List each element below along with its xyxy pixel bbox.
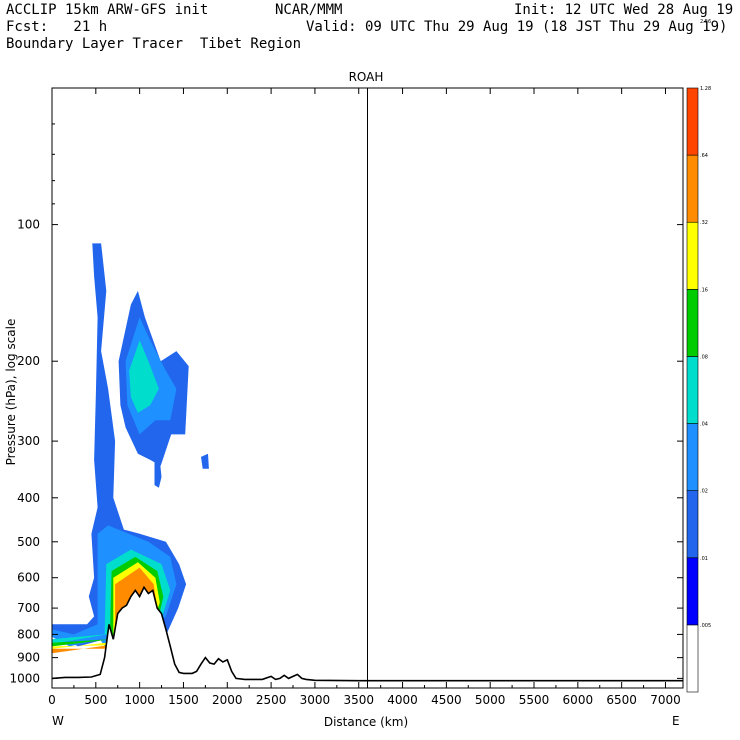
axes-layer: 0 500 1000 1500 2000 2500 3000 3500 4000 4500 5000…: [9, 87, 684, 707]
y-tick-label: 500: [17, 535, 40, 549]
y-tick-label: 1000: [9, 671, 40, 685]
chart-title: ROAH: [349, 70, 384, 84]
colorbar-label: .02: [700, 489, 708, 495]
init-label: Init: 12 UTC Wed 28 Aug 19: [514, 2, 734, 18]
colorbar-swatch: [686, 624, 699, 693]
x-tick-label: 1500: [168, 693, 199, 707]
y-tick-label: 600: [17, 571, 40, 585]
colorbar: .005.01.02.04.08.16.32.641.282.56Dimensi…: [686, 19, 711, 693]
colorbar-swatch: [686, 490, 699, 559]
x-tick-label: 7000: [650, 693, 681, 707]
y-tick-label: 400: [17, 491, 40, 505]
x-tick-label: 6000: [563, 693, 594, 707]
terrain-line: [51, 585, 683, 682]
y-tick-label: 300: [17, 434, 40, 448]
x-tick-label: 6500: [606, 693, 637, 707]
east-label: E: [672, 714, 680, 728]
x-tick-label: 0: [48, 693, 56, 707]
y-axis-label: Pressure (hPa), log scale: [4, 319, 18, 466]
x-tick-label: 1000: [124, 693, 155, 707]
colorbar-label: .08: [700, 354, 708, 360]
y-tick-label: 200: [17, 354, 40, 368]
y-tick-label: 800: [17, 627, 40, 641]
colorbar-label: .32: [700, 220, 708, 226]
x-axis-label: Distance (km): [324, 715, 408, 729]
x-tick-label: 5000: [475, 693, 506, 707]
x-tick-label: 500: [84, 693, 107, 707]
colorbar-label: .005: [700, 623, 711, 629]
colorbar-label: .04: [700, 422, 708, 428]
colorbar-swatch: [686, 154, 699, 223]
colorbar-swatch: [686, 289, 699, 357]
tracer-region: [154, 459, 162, 488]
tracer-region: [201, 453, 209, 469]
x-tick-label: 4500: [431, 693, 462, 707]
colorbar-swatch: [686, 557, 699, 626]
x-tick-label: 2000: [212, 693, 243, 707]
terrain-layer: [51, 585, 683, 688]
colorbar-label: 1.28: [700, 86, 711, 92]
colorbar-label: 2.56: [700, 19, 711, 25]
colorbar-label: .64: [700, 153, 708, 159]
x-tick-label: 2500: [256, 693, 287, 707]
x-tick-label: 3000: [300, 693, 331, 707]
y-tick-label: 700: [17, 601, 40, 615]
x-tick-label: 4000: [387, 693, 418, 707]
terrain-mask: [52, 587, 683, 688]
valid-label: Valid: 09 UTC Thu 29 Aug 19 (18 JST Thu …: [306, 19, 728, 35]
y-tick-label: 100: [17, 218, 40, 232]
y-tick-label: 900: [17, 651, 40, 665]
colorbar-swatch: [686, 423, 699, 491]
colorbar-swatch: [686, 356, 699, 424]
tracer-region: [129, 340, 159, 413]
colorbar-swatch: [686, 221, 699, 290]
center-label: NCAR/MMM: [275, 2, 343, 18]
x-tick-label: 5500: [519, 693, 550, 707]
colorbar-swatch: [686, 87, 699, 156]
x-tick-label: 3500: [343, 693, 374, 707]
west-label: W: [52, 714, 64, 728]
colorbar-label: .01: [700, 556, 708, 562]
model-label: ACCLIP 15km ARW-GFS init: [6, 2, 209, 18]
product-label: Boundary Layer Tracer Tibet Region: [6, 36, 302, 52]
forecast-label: Fcst: 21 h: [6, 19, 108, 35]
colorbar-label: .16: [700, 287, 708, 293]
